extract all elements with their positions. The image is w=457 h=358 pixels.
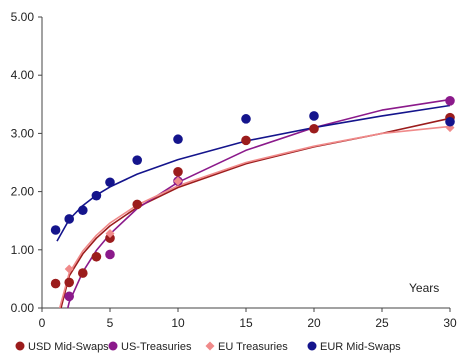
data-point <box>445 96 455 106</box>
axes <box>38 16 451 312</box>
legend-marker <box>205 341 215 351</box>
data-point <box>50 225 61 235</box>
x-tick-label: 30 <box>443 316 457 330</box>
data-point <box>64 214 74 224</box>
data-point <box>309 123 319 134</box>
data-point <box>64 291 74 302</box>
data-point <box>78 268 88 278</box>
x-tick-label: 5 <box>107 316 114 330</box>
x-axis-title: Years <box>409 281 439 295</box>
legend-marker <box>15 341 25 351</box>
x-tick-label: 25 <box>375 316 389 330</box>
data-point <box>241 114 251 124</box>
data-point <box>64 264 74 274</box>
legend-label: EUR Mid-Swaps <box>320 341 401 353</box>
y-tick-label: 3.00 <box>11 126 35 140</box>
data-point <box>173 134 183 145</box>
y-tick-label: 5.00 <box>11 10 35 24</box>
data-point <box>105 249 115 260</box>
data-point <box>105 233 115 243</box>
data-point <box>173 167 183 177</box>
data-point <box>64 277 74 288</box>
x-tick-label: 10 <box>171 316 185 330</box>
x-tick-label: 15 <box>239 316 253 330</box>
tick-labels: 0.00 1.00 2.00 3.00 4.00 5.00 0 5 10 15 20 25 30 <box>11 10 457 330</box>
x-tick-label: 0 <box>39 316 46 330</box>
data-point <box>445 116 455 127</box>
y-tick-label: 4.00 <box>11 68 35 82</box>
data-point <box>91 190 102 201</box>
legend-label: EU Treasuries <box>218 341 288 353</box>
legend-label: US-Treasuries <box>121 341 192 353</box>
legend-marker <box>108 341 118 351</box>
legend-label: USD Mid-Swaps <box>28 341 109 353</box>
data-point <box>132 199 142 210</box>
trendlines <box>56 98 451 309</box>
trendline <box>58 125 451 309</box>
data-point <box>241 135 251 146</box>
data-point <box>309 111 319 121</box>
data-point <box>105 177 115 188</box>
data-point <box>173 176 183 186</box>
legend-marker <box>307 341 317 351</box>
data-point <box>91 251 102 262</box>
y-tick-label: 2.00 <box>11 185 35 199</box>
y-tick-label: 0.00 <box>11 301 35 315</box>
y-tick-label: 1.00 <box>11 243 35 257</box>
trendline <box>56 104 451 242</box>
data-point <box>78 205 88 216</box>
data-point <box>105 229 115 239</box>
x-tick-label: 20 <box>307 316 321 330</box>
legend: USD Mid-Swaps US-Treasuries EU Treasuries E… <box>15 341 401 353</box>
data-points <box>50 96 455 302</box>
data-point <box>132 155 142 165</box>
data-point <box>50 278 61 289</box>
